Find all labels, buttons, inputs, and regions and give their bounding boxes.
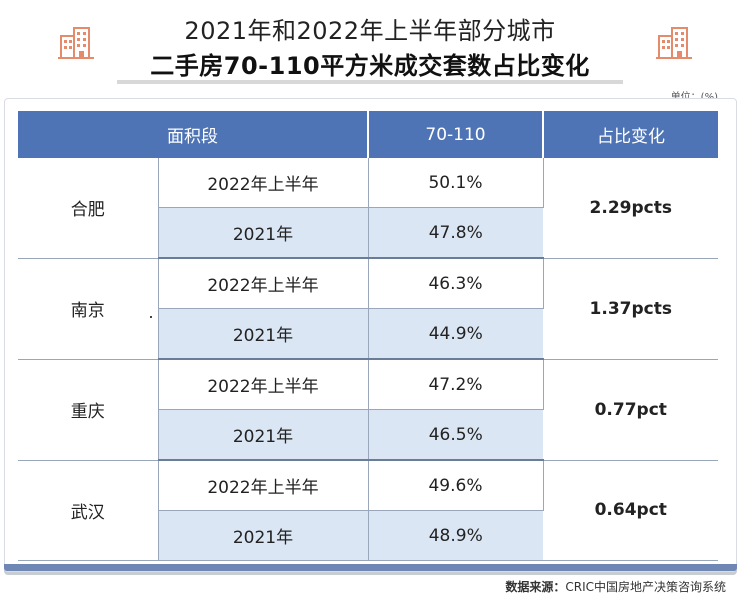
change-cell: 0.64pct [543,460,718,561]
city-cell: 南京 [18,258,159,360]
header-change: 占比变化 [543,111,718,158]
unit-label: 单位：(%) [671,88,718,103]
value-cell: 48.9% [368,510,543,561]
table-row: 2021年 44.9% [18,308,718,360]
change-cell: 2.29pcts [543,158,718,259]
data-source: 数据来源：CRIC中国房地产决策咨询系统 [505,578,726,595]
data-table: 面积段 70-110 占比变化 合肥 2022年上半年 50.1% 2.29pc… [18,111,718,561]
table-row: 重庆 2022年上半年 47.2% 0.77pct [18,359,718,461]
card-bottom-bar [4,564,737,571]
period-cell: 2021年 [158,510,369,561]
value-cell: 47.2% [368,359,544,410]
building-icon-left [58,27,94,59]
change-cell: 1.37pcts [543,258,718,360]
table-row: 2021年 47.8% [18,207,718,259]
header-range: 70-110 [368,111,544,158]
period-cell: 2021年 [158,308,369,360]
period-cell: 2022年上半年 [158,460,369,511]
value-cell: 50.1% [368,158,544,208]
value-cell: 46.3% [368,258,544,309]
table-row: 南京 2022年上半年 46.3% 1.37pcts [18,258,718,360]
change-cell: 0.77pct [543,359,718,461]
period-cell: 2022年上半年 [158,359,369,410]
value-cell: 47.8% [368,207,543,259]
title-underline [117,80,623,84]
period-cell: 2021年 [158,207,369,259]
value-cell: 44.9% [368,308,543,360]
period-cell: 2022年上半年 [158,158,369,208]
period-cell: 2021年 [158,409,369,461]
title-line-2: 二手房70-110平方米成交套数占比变化 [150,52,590,80]
city-cell: 重庆 [18,359,159,461]
table-header-row: 面积段 70-110 占比变化 [18,111,718,158]
stray-dot [150,316,152,318]
value-cell: 49.6% [368,460,544,511]
source-text: CRIC中国房地产决策咨询系统 [565,580,726,594]
city-cell: 武汉 [18,460,159,561]
period-cell: 2022年上半年 [158,258,369,309]
title-line-1: 2021年和2022年上半年部分城市 [184,17,556,45]
table-row: 2021年 46.5% [18,409,718,461]
source-label: 数据来源： [505,580,566,594]
table-row: 2021年 48.9% [18,510,718,561]
table-row: 武汉 2022年上半年 49.6% 0.64pct [18,460,718,561]
building-icon-right [656,27,692,59]
table-row: 合肥 2022年上半年 50.1% 2.29pcts [18,158,718,259]
city-cell: 合肥 [18,158,159,259]
header-area: 面积段 [18,111,369,158]
value-cell: 46.5% [368,409,543,461]
